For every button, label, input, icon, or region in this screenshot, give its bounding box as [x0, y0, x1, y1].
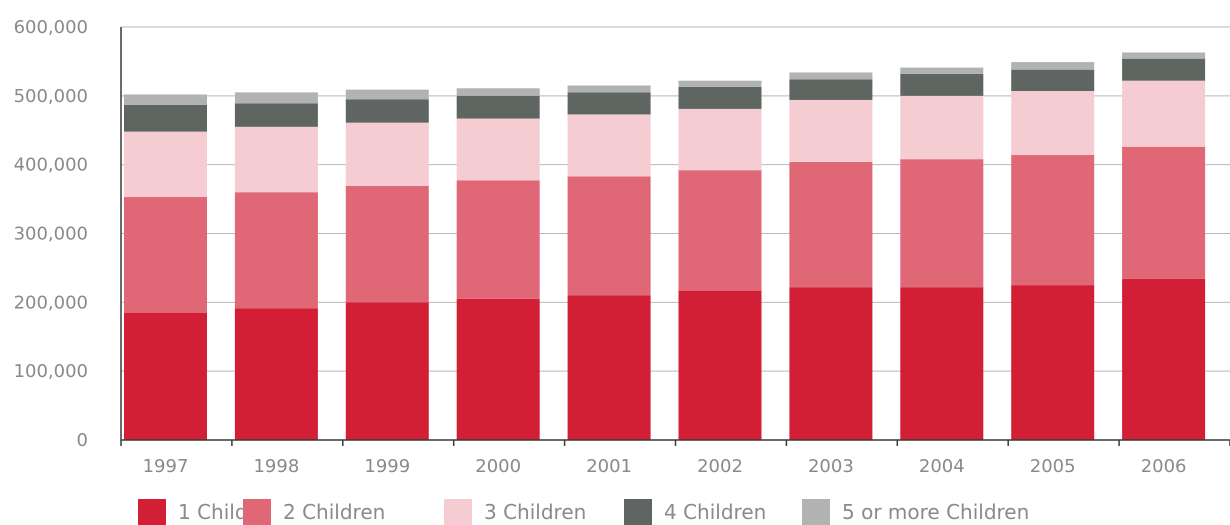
bar-2001-series-0 [567, 295, 651, 440]
bar-2000-series-3 [456, 95, 540, 119]
x-tick-label-1998: 1998 [253, 456, 299, 477]
bar-2004-series-0 [900, 287, 984, 440]
bar-1998-series-3 [234, 103, 318, 127]
bar-2006-series-1 [1122, 146, 1206, 279]
bar-2004-series-1 [900, 159, 984, 288]
x-tick-label-1999: 1999 [364, 456, 410, 477]
y-axis-tick-labels: 0 100,000 200,000 300,000 400,000 500,000 600,… [14, 17, 88, 451]
legend-swatch-0 [138, 499, 166, 525]
bar-2002-series-4 [678, 80, 762, 87]
bar-2006-series-0 [1122, 278, 1206, 440]
bar-2003-series-3 [789, 79, 873, 100]
bar-2002-series-2 [678, 108, 762, 171]
legend-label-1: 2 Children [283, 500, 385, 524]
bar-2001-series-1 [567, 176, 651, 296]
legend-label-0: 1 Child [178, 500, 248, 524]
y-tick-label-3: 300,000 [14, 224, 88, 245]
y-tick-label-4: 400,000 [14, 155, 88, 176]
bar-2006-series-4 [1122, 52, 1206, 59]
legend-label-4: 5 or more Children [842, 500, 1029, 524]
bar-2001-series-2 [567, 114, 651, 177]
legend-label-3: 4 Children [664, 500, 766, 524]
bar-1997-series-2 [124, 131, 207, 198]
legend-swatch-1 [243, 499, 271, 525]
bar-1997-series-1 [124, 197, 207, 313]
bar-2001-series-4 [567, 85, 651, 93]
bar-2002-series-3 [678, 86, 762, 109]
bars [124, 52, 1206, 440]
bar-2005-series-2 [1011, 91, 1095, 156]
bar-2005-series-3 [1011, 69, 1095, 92]
bar-1998-series-0 [234, 308, 318, 440]
bar-2005-series-0 [1011, 285, 1095, 440]
x-tick-label-2006: 2006 [1141, 456, 1187, 477]
x-tick-label-1997: 1997 [143, 456, 189, 477]
bar-1998-series-1 [234, 192, 318, 309]
bar-2003-series-0 [789, 287, 873, 440]
bar-2004-series-4 [900, 67, 984, 74]
y-tick-label-6: 600,000 [14, 17, 88, 38]
x-tick-label-2005: 2005 [1030, 456, 1076, 477]
legend: 1 Child 2 Children 3 Children 4 Children 5 o… [138, 499, 1029, 525]
x-tick-label-2001: 2001 [586, 456, 632, 477]
y-tick-label-1: 100,000 [14, 361, 88, 382]
bar-2000-series-4 [456, 88, 540, 96]
bar-2001-series-3 [567, 92, 651, 115]
legend-swatch-4 [802, 499, 830, 525]
bar-1999-series-3 [345, 99, 429, 123]
bar-2004-series-3 [900, 73, 984, 96]
bar-1997-series-3 [124, 104, 207, 132]
x-tick-label-2000: 2000 [475, 456, 521, 477]
bar-2003-series-2 [789, 99, 873, 162]
x-tick-label-2004: 2004 [919, 456, 965, 477]
bar-2004-series-2 [900, 95, 984, 160]
bar-2000-series-2 [456, 118, 540, 181]
bar-2005-series-1 [1011, 155, 1095, 286]
bar-2006-series-3 [1122, 58, 1206, 81]
axes [120, 27, 1230, 446]
bar-2002-series-0 [678, 290, 762, 440]
bar-1999-series-0 [345, 302, 429, 440]
bar-1999-series-2 [345, 122, 429, 187]
bar-1999-series-1 [345, 186, 429, 303]
legend-swatch-2 [444, 499, 472, 525]
bar-1997-series-0 [124, 312, 207, 440]
bar-2002-series-1 [678, 170, 762, 291]
bar-2003-series-4 [789, 72, 873, 80]
legend-label-2: 3 Children [484, 500, 586, 524]
bar-1997-series-4 [124, 94, 207, 105]
bar-2005-series-4 [1011, 62, 1095, 70]
bar-1998-series-2 [234, 126, 318, 193]
bar-1999-series-4 [345, 89, 429, 100]
legend-swatch-3 [624, 499, 652, 525]
x-tick-label-2002: 2002 [697, 456, 743, 477]
bar-1998-series-4 [234, 92, 318, 104]
x-axis-tick-labels: 1997 1998 1999 2000 2001 2002 2003 2004 2005 2006 [143, 456, 1187, 477]
bar-2006-series-2 [1122, 80, 1206, 147]
bar-2000-series-1 [456, 180, 540, 299]
bar-2003-series-1 [789, 161, 873, 288]
y-tick-label-5: 500,000 [14, 86, 88, 107]
bar-2000-series-0 [456, 298, 540, 440]
x-tick-label-2003: 2003 [808, 456, 854, 477]
y-tick-label-2: 200,000 [14, 292, 88, 313]
y-tick-label-0: 0 [77, 430, 88, 451]
